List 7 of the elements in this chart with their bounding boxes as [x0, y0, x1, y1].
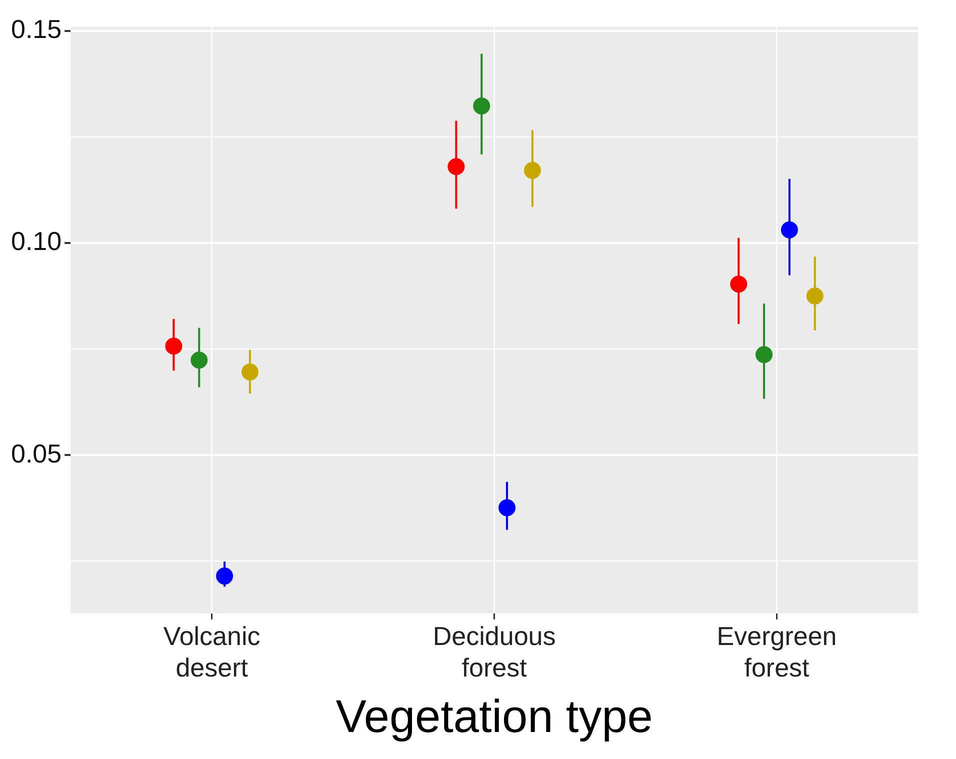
- x-tick-label: Evergreen forest: [716, 621, 837, 682]
- y-tick-label: 0.05: [10, 438, 62, 468]
- x-tick-label: Deciduous forest: [432, 621, 556, 682]
- text: 0.10: [10, 226, 62, 256]
- y-tick-label: 0.15: [10, 14, 62, 44]
- x-tick-label: Volcanic desert: [163, 621, 260, 682]
- x-axis-title: Vegetation type: [336, 690, 653, 742]
